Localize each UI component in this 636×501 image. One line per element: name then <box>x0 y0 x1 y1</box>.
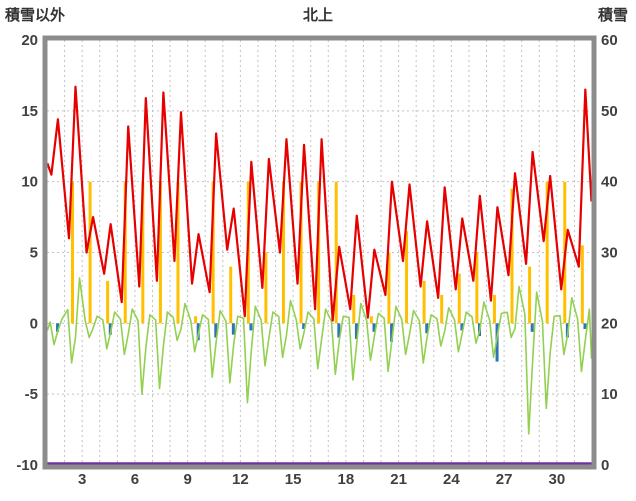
chart-title: 北上 <box>302 7 333 24</box>
right-axis-tick-label: 30 <box>601 245 618 262</box>
blue-bar <box>214 323 218 338</box>
x-axis-tick-label: 15 <box>285 471 302 488</box>
orange-bar <box>70 181 74 324</box>
x-axis-tick-label: 6 <box>131 471 139 488</box>
orange-bar <box>475 252 479 324</box>
left-axis-tick-label: 5 <box>30 245 38 262</box>
orange-bar <box>281 181 285 324</box>
orange-bar <box>211 181 215 324</box>
left-axis-title: 積雪以外 <box>5 7 66 24</box>
blue-bar <box>302 323 306 329</box>
orange-bar <box>141 181 145 324</box>
orange-bar <box>440 295 444 324</box>
orange-bar <box>580 245 584 324</box>
right-axis-tick-label: 60 <box>601 32 618 49</box>
blue-bar <box>231 323 235 335</box>
orange-bar <box>545 181 549 324</box>
orange-bar <box>176 181 180 324</box>
blue-bar <box>56 323 60 332</box>
x-axis-tick-label: 27 <box>496 471 513 488</box>
red-line <box>46 85 593 322</box>
orange-bar <box>123 181 127 324</box>
right-axis-tick-label: 10 <box>601 386 618 403</box>
blue-bar <box>425 323 429 334</box>
orange-bar <box>528 266 532 324</box>
left-axis-tick-label: -5 <box>25 386 38 403</box>
blue-bar <box>530 323 534 332</box>
orange-bar <box>492 295 496 324</box>
right-axis-tick-label: 0 <box>601 457 609 474</box>
x-axis-tick-label: 3 <box>78 471 86 488</box>
blue-bar <box>583 323 587 329</box>
left-axis-tick-label: 15 <box>21 103 38 120</box>
orange-bar <box>158 181 162 324</box>
green-line <box>46 277 593 435</box>
orange-bar <box>422 280 426 324</box>
x-axis-tick-label: 24 <box>443 471 460 488</box>
left-axis-tick-label: 20 <box>21 32 38 49</box>
orange-bar <box>387 252 391 324</box>
orange-bar <box>317 181 321 324</box>
orange-bar <box>405 231 409 324</box>
orange-bar <box>194 316 198 324</box>
x-axis-tick-label: 30 <box>548 471 565 488</box>
left-axis-tick-label: 0 <box>30 315 38 332</box>
right-axis-tick-label: 40 <box>601 174 618 191</box>
orange-bar <box>369 316 373 324</box>
orange-bar <box>457 273 461 324</box>
orange-bar <box>264 252 268 324</box>
right-axis-tick-label: 20 <box>601 315 618 332</box>
orange-bar <box>106 280 110 324</box>
orange-bar <box>229 266 233 324</box>
blue-bar <box>108 323 112 335</box>
x-axis-tick-label: 12 <box>232 471 249 488</box>
left-axis-tick-label: -10 <box>16 457 38 474</box>
x-axis-tick-label: 21 <box>390 471 407 488</box>
right-axis-title: 積雪 <box>597 7 628 24</box>
blue-bar <box>249 323 253 331</box>
blue-bar <box>390 323 394 342</box>
blue-bar <box>460 323 464 331</box>
left-axis-tick-label: 10 <box>21 174 38 191</box>
orange-bar <box>510 188 514 324</box>
blue-bar <box>495 323 499 362</box>
orange-bar <box>88 181 92 324</box>
blue-bar <box>354 323 358 339</box>
orange-bar <box>299 181 303 324</box>
blue-bar <box>372 323 376 332</box>
blue-bar <box>337 323 341 338</box>
x-axis-tick-label: 9 <box>183 471 191 488</box>
plot-frame <box>42 35 597 470</box>
orange-bar <box>352 295 356 324</box>
right-axis-tick-label: 50 <box>601 103 618 120</box>
x-axis-tick-label: 18 <box>338 471 355 488</box>
orange-bar <box>334 181 338 324</box>
